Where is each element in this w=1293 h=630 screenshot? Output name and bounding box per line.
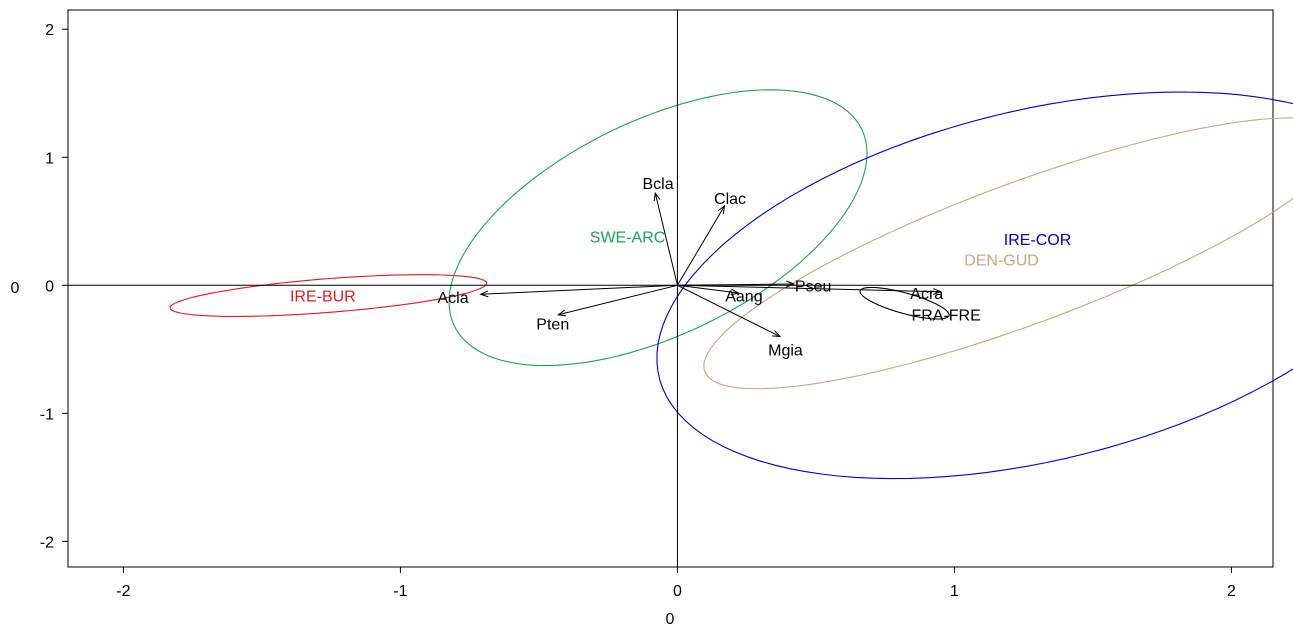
arrow-head [932,288,942,295]
x-axis-ticks: -2 -1 0 1 2 [116,567,1236,600]
group-label-ire-cor: IRE-COR [1004,232,1072,249]
arrow-acra [677,284,942,295]
group-label-fra-fre: FRA-FRE [911,308,980,325]
zero-lines [68,10,1273,567]
arrow-pten [557,284,678,317]
arrow-clac [676,204,726,286]
arrow-label-pseu: Pseu [795,278,831,295]
arrow-shaft [677,283,794,286]
ellipse-den-gud [703,117,1293,390]
x-tick-label: 2 [1227,583,1236,600]
x-tick-label: -1 [393,583,407,600]
arrow-shaft [480,284,678,295]
arrow-head [557,309,567,317]
x-axis-label: 0 [666,611,675,628]
arrow-shaft [677,284,941,293]
arrow-head [771,330,782,338]
arrow-shaft [676,205,725,286]
y-tick-label: 1 [45,150,54,167]
x-tick-label: 1 [950,583,959,600]
group-label-swe-arc: SWE-ARC [590,230,666,247]
arrow-head [479,290,489,298]
arrow-label-acla: Acla [437,290,468,307]
arrow-bcla [653,191,678,286]
arrow-shaft [677,284,781,337]
y-axis-ticks: -2 -1 0 1 2 [40,22,68,551]
arrow-acla [479,284,678,298]
arrow-label-clac: Clac [714,191,746,208]
group-label-ire-bur: IRE-BUR [290,289,356,306]
x-tick-label: -2 [116,583,130,600]
y-tick-label: 2 [45,22,54,39]
arrow-label-bcla: Bcla [642,176,673,193]
arrow-label-acra: Acra [910,286,943,303]
ellipse-ire-cor [656,91,1293,480]
y-tick-label: 0 [45,278,54,295]
arrow-pseu [677,280,796,288]
arrow-labels: Bcla Clac Acla Pten Aang Pseu Mgia Acra [437,176,943,359]
plot-frame [67,9,1274,568]
arrow-shaft [654,192,678,286]
arrow-aang [677,284,740,296]
y-axis-label: 0 [11,280,20,297]
arrow-mgia [677,284,782,338]
arrow-head [717,204,726,214]
arrow-label-pten: Pten [536,317,569,334]
ellipse-ire-bur [169,274,488,317]
y-tick-label: -1 [40,406,54,423]
arrow-head [653,191,661,202]
arrow-label-aang: Aang [725,289,762,306]
arrow-label-mgia: Mgia [768,342,803,359]
y-tick-label: -2 [40,534,54,551]
group-labels: IRE-BUR SWE-ARC IRE-COR DEN-GUD FRA-FRE [290,230,1071,325]
arrow-head [730,288,740,296]
ellipse-swe-arc [448,89,868,367]
x-tick-label: 0 [673,583,682,600]
arrow-shaft [677,284,739,294]
arrow-shaft [558,284,678,316]
group-label-den-gud: DEN-GUD [964,253,1039,270]
loading-arrows [479,191,942,338]
arrow-head [786,280,796,288]
group-ellipses [169,89,1293,480]
